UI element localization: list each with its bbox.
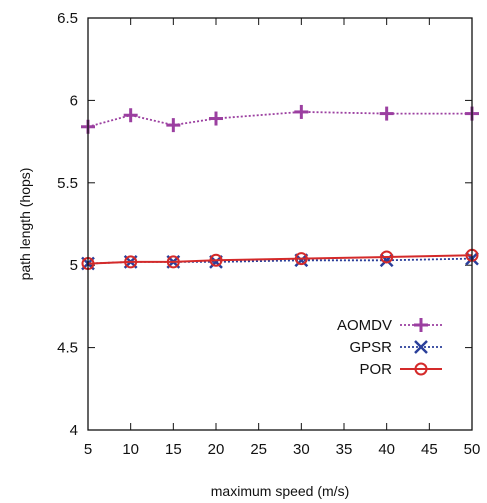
data-point-por — [294, 252, 308, 266]
data-point-por — [209, 253, 223, 267]
data-point-aomdv — [209, 111, 223, 126]
x-tick-label: 25 — [250, 441, 267, 458]
legend: AOMDV GPSR POR — [337, 317, 442, 378]
legend-marker — [414, 318, 428, 332]
y-tick-label: 5 — [70, 257, 78, 274]
data-point-aomdv — [379, 106, 394, 121]
data-series — [81, 104, 479, 271]
legend-marker — [414, 340, 428, 354]
data-point-por — [380, 250, 394, 264]
series-aomdv — [81, 104, 479, 134]
data-point-aomdv — [166, 118, 181, 133]
x-tick-label: 45 — [421, 441, 438, 458]
x-tick-label: 35 — [336, 441, 353, 458]
x-tick-label: 20 — [208, 441, 225, 458]
x-tick-label: 40 — [378, 441, 395, 458]
data-point-aomdv — [294, 104, 309, 119]
x-tick-label: 5 — [84, 441, 92, 458]
data-point-aomdv — [123, 108, 138, 123]
series-por — [81, 248, 479, 271]
y-tick-label: 4 — [70, 422, 78, 439]
x-tick-label: 10 — [122, 441, 139, 458]
plot-frame — [87, 17, 473, 431]
legend-label: GPSR — [349, 339, 392, 356]
axis-tick-labels: 5 10 15 20 25 30 35 40 45 50 4 4.5 5 5.5 6 6.5 — [57, 10, 480, 458]
y-tick-label: 5.5 — [57, 175, 78, 192]
legend-marker — [414, 362, 428, 376]
y-tick-label: 4.5 — [57, 340, 78, 357]
data-point-por — [124, 255, 138, 269]
y-axis-title: path length (hops) — [17, 168, 33, 281]
y-tick-label: 6.5 — [57, 10, 78, 27]
legend-label: AOMDV — [337, 317, 392, 334]
axis-ticks — [87, 17, 473, 431]
x-tick-label: 15 — [165, 441, 182, 458]
x-tick-label: 50 — [464, 441, 481, 458]
x-axis-title: maximum speed (m/s) — [211, 483, 349, 499]
legend-label: POR — [359, 361, 392, 378]
series-line-aomdv — [87, 110, 472, 128]
y-tick-label: 6 — [70, 92, 78, 109]
data-point-por — [166, 255, 180, 269]
series-line-por — [87, 254, 473, 265]
x-tick-label: 30 — [293, 441, 310, 458]
